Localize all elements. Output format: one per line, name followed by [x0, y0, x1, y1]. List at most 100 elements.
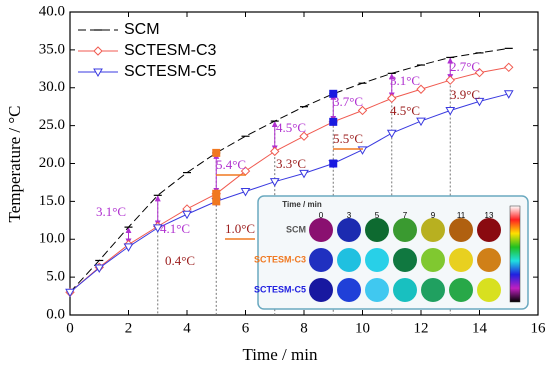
point: [504, 62, 514, 73]
point: [270, 146, 280, 157]
sample-disc: [393, 248, 417, 272]
inset-row-label: SCTESM-C5: [254, 284, 306, 294]
annotation: 3.1°C: [390, 73, 420, 88]
point: [65, 288, 75, 298]
y-tick-label: 10.0: [39, 231, 65, 247]
sample-disc: [421, 248, 445, 272]
point: [357, 146, 368, 155]
legend-marker: [93, 46, 103, 56]
point: [387, 93, 397, 104]
sample-disc: [337, 248, 361, 272]
point: [299, 131, 309, 141]
series-line: [69, 93, 509, 293]
point: [386, 129, 397, 139]
sample-disc: [449, 278, 473, 302]
sample-disc: [449, 218, 473, 242]
point: [152, 224, 163, 233]
sample-disc: [449, 248, 473, 272]
legend-label: SCTESM-C3: [124, 42, 217, 59]
inset-row-label: SCTESM-C3: [254, 254, 306, 264]
y-tick-label: 35.0: [39, 41, 65, 57]
y-tick-label: 0.0: [46, 306, 65, 322]
point: [503, 90, 514, 99]
sample-disc: [309, 278, 333, 302]
sample-disc: [477, 248, 501, 272]
sample-disc: [365, 218, 389, 242]
y-tick-label: 15.0: [39, 193, 65, 209]
colorbar: [509, 205, 521, 303]
annotation: 2.7°C: [450, 59, 480, 74]
inset-time-label: 3: [347, 211, 352, 220]
point: [94, 264, 105, 274]
series-line: [69, 66, 509, 293]
point: [416, 84, 426, 94]
annotation: 0.4°C: [165, 253, 195, 268]
x-tick-label: 2: [125, 320, 133, 336]
annotation: 3.1°C: [96, 204, 126, 219]
sample-disc: [309, 218, 333, 242]
point: [474, 67, 485, 78]
annotation: 1.0°C: [225, 221, 255, 236]
sample-disc: [421, 278, 445, 302]
annotation: 3.9°C: [450, 87, 480, 102]
annotation: 4.5°C: [276, 120, 306, 135]
point: [299, 169, 309, 179]
inset-time-label: 13: [485, 211, 494, 220]
inset-time-label: 9: [431, 211, 436, 220]
sample-disc: [393, 218, 417, 242]
highlight-square: [329, 117, 338, 126]
sample-disc: [365, 248, 389, 272]
x-tick-label: 6: [242, 320, 250, 336]
series-line: [69, 47, 509, 293]
point: [269, 178, 280, 187]
point: [445, 106, 456, 116]
x-tick-label: 10: [355, 320, 370, 336]
sample-disc: [365, 278, 389, 302]
highlight-square: [329, 89, 338, 98]
y-tick-label: 40.0: [39, 3, 65, 19]
y-tick-label: 25.0: [39, 117, 65, 133]
sample-disc: [337, 278, 361, 302]
inset-time-label: 11: [457, 211, 466, 220]
x-axis-title: Time / min: [243, 345, 318, 364]
annotation: 4.1°C: [160, 221, 190, 236]
point: [474, 97, 485, 107]
highlight-square: [329, 159, 338, 168]
highlight-square: [212, 148, 221, 157]
sample-disc: [477, 218, 501, 242]
sample-disc: [393, 278, 417, 302]
point: [445, 75, 455, 85]
y-tick-label: 5.0: [46, 269, 65, 285]
legend-label: SCM: [124, 21, 160, 38]
x-tick-label: 12: [414, 320, 429, 336]
annotation: 3.7°C: [333, 94, 363, 109]
highlight-square: [212, 189, 221, 198]
sample-disc: [309, 248, 333, 272]
x-tick-label: 4: [183, 320, 191, 336]
sample-disc: [477, 278, 501, 302]
inset-time-label: 7: [403, 211, 408, 220]
x-tick-label: 0: [66, 320, 74, 336]
y-tick-label: 30.0: [39, 79, 65, 95]
x-tick-label: 14: [472, 320, 488, 336]
inset-time-label: 0: [319, 211, 324, 220]
legend-marker: [93, 68, 103, 78]
y-axis-title: Temperature / °C: [5, 105, 24, 222]
y-tick-label: 20.0: [39, 155, 65, 171]
point: [416, 117, 426, 127]
sample-disc: [337, 218, 361, 242]
point: [240, 188, 251, 197]
x-tick-label: 8: [300, 320, 308, 336]
annotation: 5.4°C: [216, 157, 246, 172]
legend-label: SCTESM-C5: [124, 63, 217, 80]
inset-title: Time / min: [282, 200, 322, 209]
point: [182, 210, 192, 220]
x-tick-label: 16: [531, 320, 547, 336]
inset-row-label: SCM: [286, 224, 306, 234]
annotation: 4.5°C: [390, 103, 420, 118]
inset-time-label: 5: [375, 211, 380, 220]
annotation: 3.3°C: [276, 156, 306, 171]
point: [357, 105, 368, 116]
sample-disc: [421, 218, 445, 242]
